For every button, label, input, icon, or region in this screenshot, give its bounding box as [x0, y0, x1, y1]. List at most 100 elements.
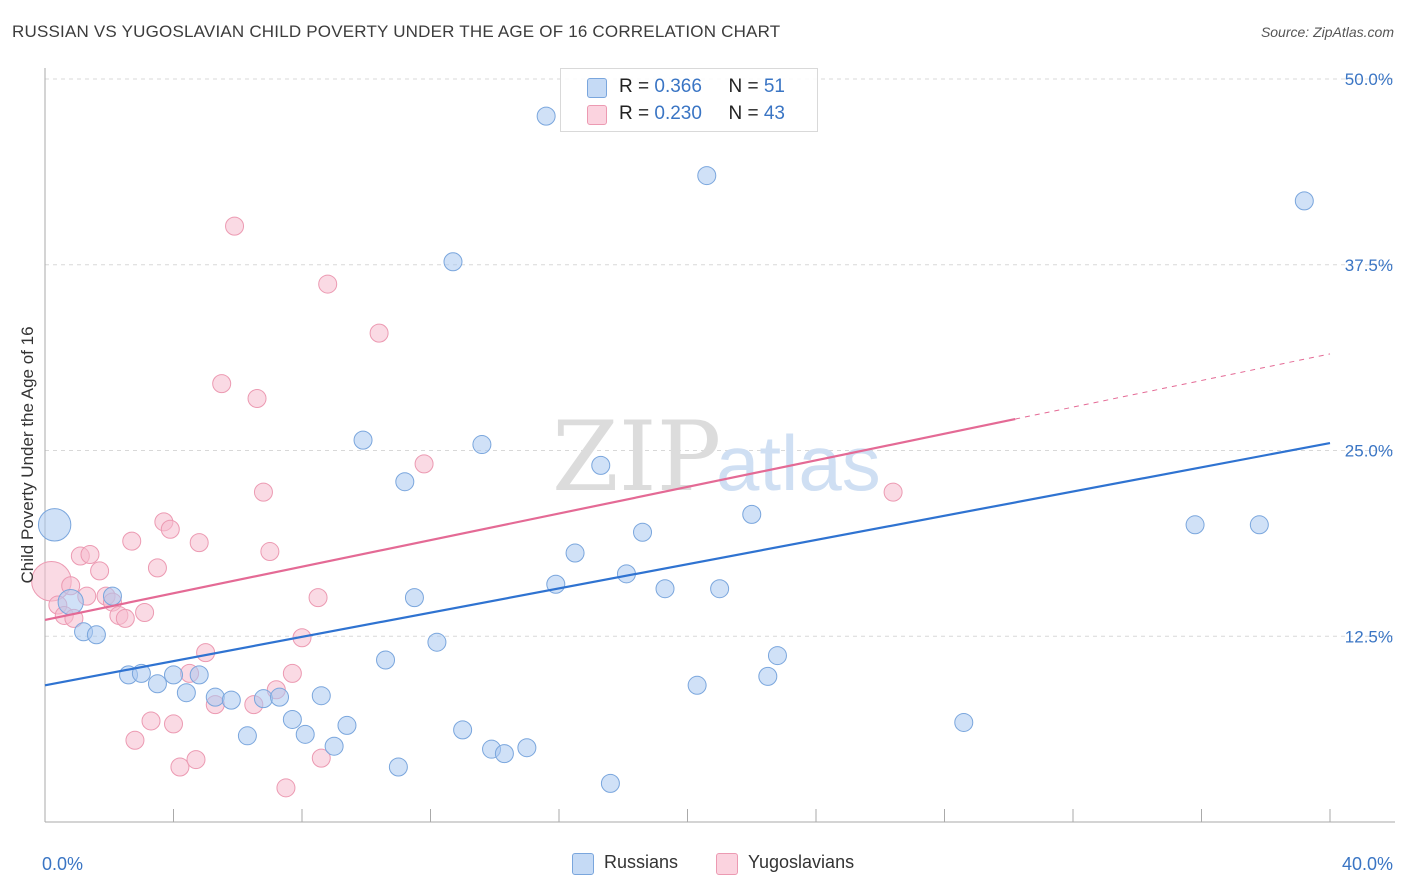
legend-russians-swatch	[572, 853, 594, 875]
yugoslavians-point	[122, 531, 142, 551]
yugoslavians-point	[276, 778, 296, 798]
yugoslavians-trend-line-extension	[1015, 353, 1331, 420]
yugoslavians-point	[883, 482, 903, 502]
yugoslavians-r-label: R =	[619, 103, 655, 124]
russians-point	[767, 646, 787, 666]
yugoslavians-point	[90, 561, 110, 581]
russians-point	[376, 650, 396, 670]
y-axis-label: Child Poverty Under the Age of 16	[18, 326, 37, 583]
yugoslavians-point	[318, 274, 338, 294]
russians-point	[591, 455, 611, 475]
russians-point	[164, 665, 183, 685]
russians-point	[536, 106, 556, 126]
yugoslavians-point	[225, 216, 245, 236]
russians-point	[237, 726, 257, 746]
yugoslavians-n-value: 43	[763, 103, 785, 124]
x-tick-label: 0.0%	[42, 854, 83, 874]
yugoslavians-point	[125, 730, 145, 750]
watermark-zip: ZIP	[552, 401, 721, 513]
russians-point	[270, 687, 290, 707]
russians-point	[282, 709, 302, 729]
russians-point	[102, 586, 122, 606]
russians-point	[443, 252, 463, 272]
russians-point	[517, 738, 537, 758]
russians-n-label: N =	[728, 76, 764, 97]
russians-point	[633, 522, 653, 542]
yugoslavians-point	[247, 388, 267, 408]
yugoslavians-point	[115, 608, 135, 628]
russians-point	[295, 724, 315, 744]
russians-point	[954, 712, 974, 732]
russians-trend-line	[44, 441, 1331, 687]
yugoslavians-point	[186, 750, 206, 770]
russians-point	[176, 683, 196, 703]
russians-point	[395, 472, 415, 492]
russians-point	[205, 687, 225, 707]
russians-point	[1249, 515, 1269, 535]
russians-point	[472, 435, 492, 455]
yugoslavians-point	[212, 374, 232, 394]
russians-point	[353, 430, 373, 450]
russians-n-value: 51	[763, 76, 785, 97]
x-tick-label: 40.0%	[1342, 854, 1393, 874]
russians-point	[86, 625, 106, 645]
legend-yugoslavians-swatch	[716, 853, 738, 875]
y-tick-label: 12.5%	[1345, 627, 1393, 646]
yugoslavians-point	[260, 542, 280, 562]
yugoslavians-point	[282, 663, 302, 683]
russians-point	[311, 686, 331, 706]
russians-point	[742, 504, 762, 524]
russians-point	[253, 689, 273, 709]
chart-title: RUSSIAN VS YUGOSLAVIAN CHILD POVERTY UND…	[12, 22, 781, 41]
russians-point	[337, 715, 357, 735]
russians-point	[427, 632, 447, 652]
yugoslavians-point	[135, 602, 155, 622]
russians-point	[147, 674, 167, 694]
legend-russians-label: Russians	[604, 852, 679, 872]
source-label: Source: ZipAtlas.com	[1260, 24, 1394, 40]
yugoslavians-point	[147, 558, 167, 578]
russians-r-label: R =	[619, 76, 655, 97]
yugoslavians-point	[141, 711, 161, 731]
russians-point	[565, 543, 585, 563]
yugoslavians-r-value: 0.230	[654, 103, 702, 124]
yugoslavians-point	[189, 533, 209, 553]
yugoslavians-point	[253, 482, 273, 502]
russians-point	[697, 166, 717, 186]
legend-yugoslavians-label: Yugoslavians	[748, 852, 855, 872]
yugoslavians-point	[311, 748, 331, 768]
yugoslavians-point	[160, 519, 180, 539]
y-tick-label: 37.5%	[1345, 256, 1393, 275]
russians-point	[324, 736, 344, 756]
y-tick-label: 25.0%	[1345, 442, 1393, 461]
russians-point	[600, 773, 620, 793]
yugoslavians-point	[80, 545, 100, 565]
russians-point	[655, 579, 675, 599]
stats-legend: R = 0.366 N = 51 R = 0.230 N = 43	[560, 68, 818, 132]
russians-point	[1294, 191, 1314, 211]
yugoslavians-point	[196, 643, 216, 663]
russians-r-value: 0.366	[654, 76, 702, 97]
russians-point	[388, 757, 408, 777]
yugoslavians-point	[164, 714, 183, 734]
russians-point	[37, 508, 72, 542]
y-tick-label: 50.0%	[1345, 70, 1393, 89]
russians-point	[1185, 515, 1205, 535]
yugoslavians-point	[369, 323, 389, 343]
russians-point	[189, 665, 209, 685]
russians-point	[221, 690, 241, 710]
yugoslavians-point	[414, 454, 434, 474]
russians-point	[758, 666, 778, 686]
yugoslavians-point	[170, 757, 190, 777]
yugoslavians-n-label: N =	[728, 103, 764, 124]
russians-point	[710, 579, 730, 599]
russians-point	[404, 588, 424, 608]
yugoslavians-point	[308, 588, 328, 608]
yugoslavians-trend-line	[44, 418, 1016, 621]
yugoslavians-swatch	[587, 105, 607, 125]
russians-point	[57, 588, 84, 616]
russians-swatch	[587, 78, 607, 98]
russians-point	[494, 744, 514, 764]
russians-point	[453, 720, 473, 740]
